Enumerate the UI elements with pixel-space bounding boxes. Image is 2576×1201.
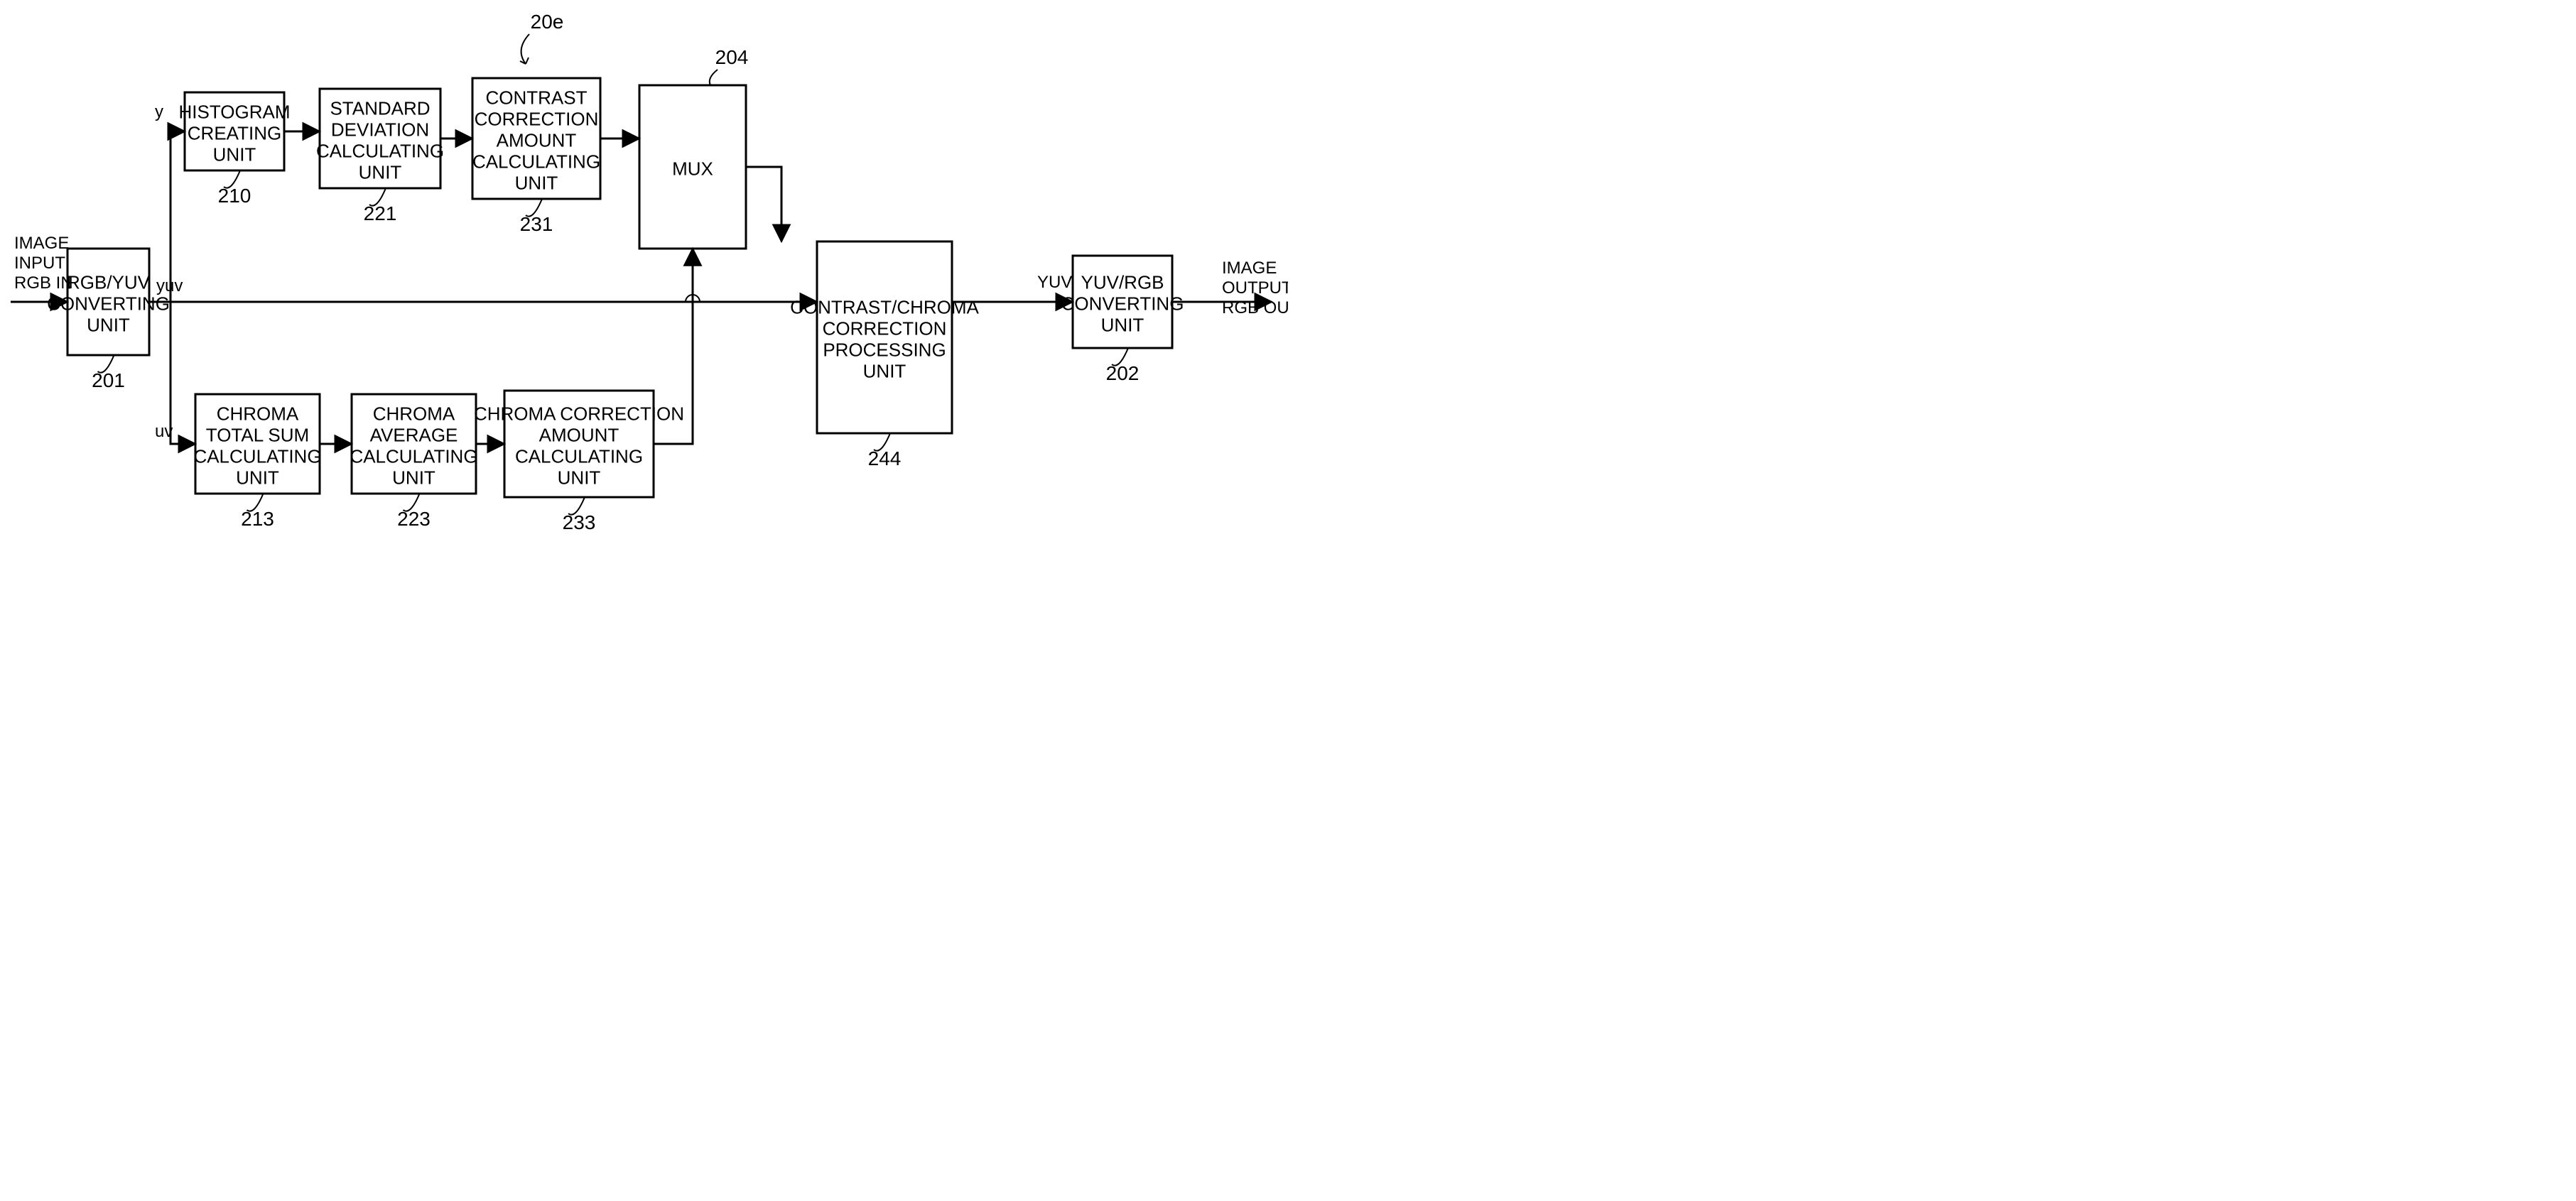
figure-ref: 20e — [531, 11, 564, 33]
block-label: UNIT — [87, 314, 130, 335]
ref-num: 233 — [563, 511, 596, 533]
block-label: CALCULATING — [350, 445, 477, 467]
input-label: IMAGE — [14, 234, 69, 253]
block-label: CORRECTION — [823, 317, 947, 339]
ref-num: 221 — [364, 202, 397, 224]
block-label: UNIT — [1101, 314, 1144, 335]
block-label: CONVERTING — [1061, 293, 1184, 314]
output-label: IMAGE — [1222, 259, 1277, 278]
block-label: YUV/RGB — [1081, 271, 1164, 293]
block-label: CHROMA — [217, 403, 299, 424]
ref-num: 231 — [520, 213, 553, 235]
signal-label-yuv: yuv — [156, 276, 183, 295]
block-label: UNIT — [359, 161, 402, 183]
block-label: CALCULATING — [316, 140, 444, 161]
ref-leader — [710, 70, 718, 85]
ref-num: 244 — [868, 447, 902, 469]
block-label: TOTAL SUM — [206, 424, 309, 445]
block-label: UNIT — [213, 143, 256, 165]
block-label: UNIT — [392, 467, 435, 488]
signal-arrow — [171, 302, 195, 444]
block-diagram: RGB/YUVCONVERTINGUNIT201HISTOGRAMCREATIN… — [0, 0, 1288, 601]
block-label: HISTOGRAM — [179, 101, 291, 122]
block-label: CONTRAST/CHROMA — [790, 296, 979, 317]
block-label: RGB/YUV — [67, 271, 151, 293]
block-label: UNIT — [863, 360, 907, 381]
ref-num: 223 — [397, 508, 431, 530]
block-label: CORRECTION — [475, 108, 599, 129]
block-label: CREATING — [188, 122, 281, 143]
signal-label-uv: uv — [155, 422, 173, 441]
block-label: CONVERTING — [47, 293, 170, 314]
block-label: PROCESSING — [823, 339, 946, 360]
block-label: MUX — [672, 158, 713, 179]
input-label: RGB IN — [14, 273, 73, 293]
block-label: UNIT — [515, 172, 558, 193]
block-label: CHROMA — [373, 403, 455, 424]
block-label: DEVIATION — [331, 119, 429, 140]
ref-num: 204 — [715, 46, 749, 68]
block-label: AMOUNT — [497, 129, 577, 151]
output-label: OUTPUT — [1222, 278, 1288, 298]
input-label: INPUT — [14, 254, 65, 273]
block-label: CALCULATING — [515, 445, 643, 467]
signal-label-y: y — [155, 102, 163, 121]
signal-arrow — [746, 167, 781, 241]
ref-num: 210 — [218, 185, 251, 207]
block-label: AMOUNT — [539, 424, 619, 445]
block-label: CALCULATING — [472, 151, 600, 172]
signal-label-YUV: YUV — [1037, 273, 1072, 292]
block-label: CHROMA CORRECTION — [474, 403, 684, 424]
block-label: AVERAGE — [370, 424, 458, 445]
block-label: CONTRAST — [486, 87, 588, 108]
block-label: STANDARD — [330, 97, 430, 119]
ref-num: 213 — [241, 508, 274, 530]
block-label: CALCULATING — [193, 445, 321, 467]
ref-num: 202 — [1106, 362, 1140, 384]
ref-num: 201 — [92, 369, 125, 391]
block-label: UNIT — [236, 467, 279, 488]
output-label: RGB OUT — [1222, 298, 1288, 317]
block-label: UNIT — [558, 467, 601, 488]
